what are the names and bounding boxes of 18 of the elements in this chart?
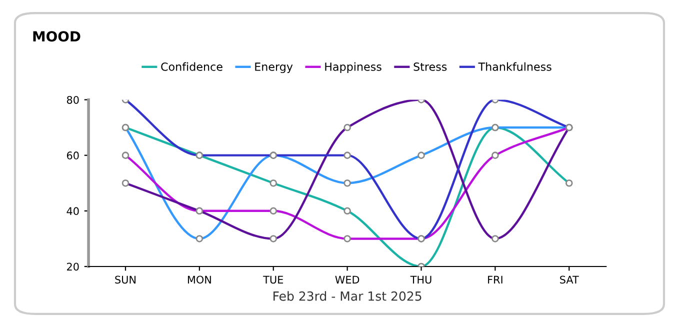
legend-label: Stress <box>414 62 447 71</box>
y-tick-label: 60 <box>66 152 79 160</box>
x-tick-label: WED <box>335 276 360 284</box>
x-tick-label: TUE <box>263 276 283 284</box>
y-tick-label: 20 <box>67 262 79 271</box>
legend-label: Thankfulness <box>478 62 552 71</box>
x-tick-label: MON <box>188 276 211 284</box>
y-tick-label: 80 <box>66 96 79 104</box>
x-tick-label: SAT <box>560 276 579 284</box>
legend-label: Energy <box>255 62 293 74</box>
x-tick-label: THU <box>410 276 432 284</box>
chart-title: MOOD <box>33 31 80 42</box>
y-tick-label: 40 <box>66 207 79 216</box>
x-tick-label: SUN <box>115 276 136 284</box>
legend-label: Confidence <box>161 62 222 71</box>
x-axis-title: Feb 23rd - Mar 1st 2025 <box>274 291 422 301</box>
legend-label: Happiness <box>325 62 382 74</box>
x-tick-label: FRI <box>488 276 502 284</box>
